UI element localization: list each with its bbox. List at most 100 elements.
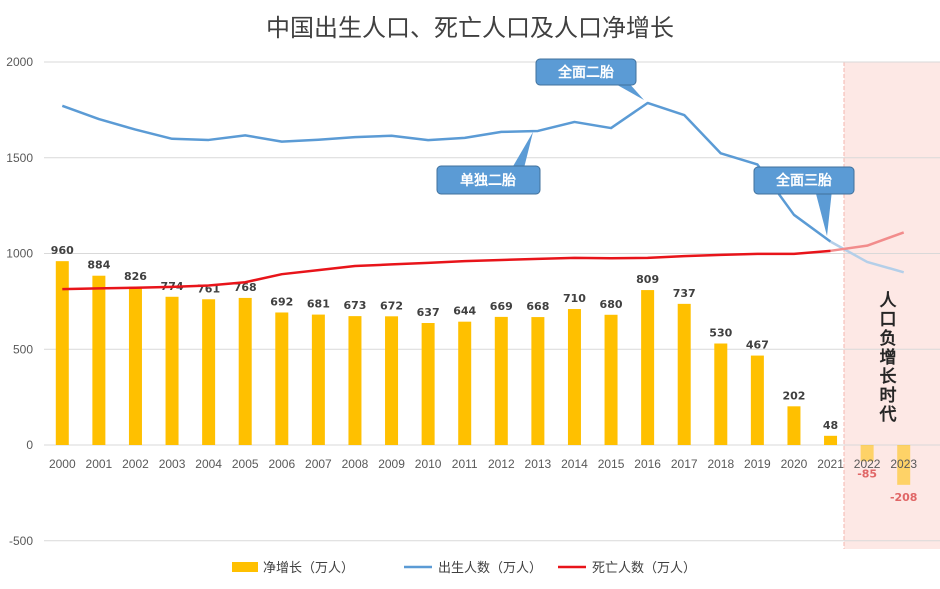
bar	[458, 321, 472, 445]
x-tick-label: 2019	[744, 457, 771, 471]
bar-data-label: 768	[234, 281, 257, 294]
y-tick-label: 2000	[6, 55, 33, 69]
legend-label-net-growth: 净增长（万人）	[263, 561, 354, 576]
bar	[494, 316, 508, 445]
callout-single-child-pointer	[512, 132, 533, 168]
bar-data-label: 737	[673, 287, 696, 300]
bar	[897, 445, 911, 485]
bar-data-label: 467	[746, 339, 769, 352]
bar	[750, 355, 764, 445]
bar-data-label: 637	[417, 306, 440, 319]
callout-three-child: 全面三胎	[753, 166, 855, 236]
bar	[421, 323, 435, 445]
x-tick-label: 2002	[122, 457, 149, 471]
x-tick-label: 2004	[195, 457, 222, 471]
x-tick-label: 2005	[232, 457, 259, 471]
bar	[311, 314, 325, 445]
era-label-char: 代	[879, 404, 897, 425]
bar	[787, 406, 801, 445]
legend-swatch-net-growth	[232, 562, 258, 572]
legend: 净增长（万人） 出生人数（万人） 死亡人数（万人）	[232, 561, 696, 576]
legend-label-deaths: 死亡人数（万人）	[592, 561, 696, 576]
bar-data-label: 672	[380, 299, 403, 312]
bar-data-label: -208	[890, 491, 918, 504]
x-axis-ticks: 2000 2001 2002 2003 2004 2005 2006 2007 2008 2009…	[49, 457, 917, 471]
x-tick-label: 2003	[159, 457, 186, 471]
bar	[348, 316, 362, 445]
callout-three-child-text: 全面三胎	[775, 172, 832, 189]
callout-three-child-box	[753, 166, 855, 195]
callout-two-child-text: 全面二胎	[557, 64, 614, 81]
deaths-line	[62, 249, 831, 291]
bar	[165, 296, 179, 445]
bar	[385, 316, 399, 445]
y-tick-label: 0	[26, 438, 33, 452]
x-tick-label: 2014	[561, 457, 588, 471]
y-tick-label: 1000	[6, 247, 33, 261]
bar	[641, 290, 655, 445]
bar-data-label: 202	[782, 389, 805, 402]
x-tick-label: 2021	[817, 457, 844, 471]
births-line	[61, 101, 832, 243]
x-tick-label: 2001	[86, 457, 113, 471]
bar	[824, 435, 838, 445]
x-tick-label: 2007	[305, 457, 332, 471]
x-tick-label: 2016	[634, 457, 661, 471]
era-label-char: 口	[880, 310, 897, 330]
callout-two-child-box	[535, 58, 637, 86]
x-tick-label: 2009	[378, 457, 405, 471]
x-tick-label: 2015	[598, 457, 625, 471]
bar	[860, 445, 874, 462]
bar-data-label: 710	[563, 292, 586, 305]
x-tick-label: 2000	[49, 457, 76, 471]
callout-single-child-box	[436, 165, 541, 195]
bar	[677, 303, 691, 445]
y-tick-label: -500	[9, 534, 33, 548]
gridlines	[44, 61, 940, 542]
x-tick-label: 2006	[268, 457, 295, 471]
bar	[128, 286, 142, 445]
bar	[202, 299, 216, 445]
deaths-line-projection	[830, 231, 905, 253]
era-label-char: 负	[880, 328, 897, 349]
bar-data-label: 669	[490, 300, 513, 313]
x-tick-label: 2017	[671, 457, 698, 471]
x-tick-label: 2010	[415, 457, 442, 471]
x-tick-label: 2022	[854, 457, 881, 471]
x-tick-label: 2018	[707, 457, 734, 471]
y-tick-label: 1500	[6, 151, 33, 165]
era-label-char: 时	[880, 386, 897, 406]
bar	[531, 317, 545, 445]
x-tick-label: 2020	[781, 457, 808, 471]
bar-data-label: 530	[709, 327, 732, 340]
bar-data-label: 960	[51, 244, 74, 257]
x-tick-label: 2023	[890, 457, 917, 471]
callout-two-child: 全面二胎	[535, 58, 644, 100]
callout-single-child-text: 单独二胎	[460, 172, 516, 189]
callout-three-child-pointer	[815, 190, 832, 236]
x-tick-label: 2012	[488, 457, 515, 471]
era-label-char: 增	[880, 347, 897, 368]
bar	[92, 275, 106, 445]
legend-label-births: 出生人数（万人）	[438, 561, 542, 576]
x-tick-label: 2011	[452, 457, 478, 471]
bar	[55, 261, 69, 445]
bar	[714, 343, 728, 445]
bar	[275, 312, 289, 445]
x-tick-label: 2008	[342, 457, 369, 471]
bar-data-label: 681	[307, 298, 330, 311]
bar	[238, 297, 252, 445]
bar-data-label: 884	[87, 259, 110, 272]
x-tick-label: 2013	[525, 457, 552, 471]
bar-data-label: 680	[600, 298, 623, 311]
y-tick-label: 500	[13, 342, 33, 356]
bar-data-label: 692	[270, 295, 293, 308]
net-growth-bars	[55, 261, 911, 485]
bar-data-label: 673	[343, 299, 366, 312]
negative-growth-region	[844, 62, 940, 549]
y-axis-ticks: -500 0 500 1000 1500 2000	[6, 55, 33, 548]
